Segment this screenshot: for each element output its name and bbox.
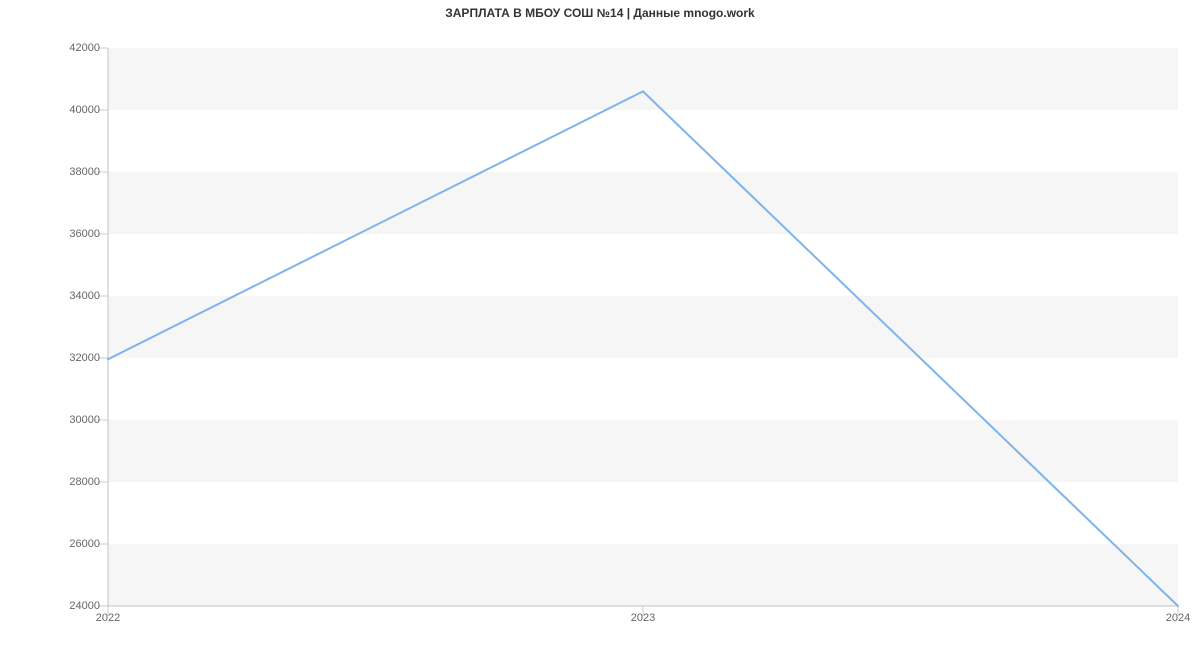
x-axis-tick-label: 2022 xyxy=(96,606,120,624)
series-line-salary xyxy=(108,91,1178,606)
y-axis-tick-label: 32000 xyxy=(69,352,108,364)
x-axis-tick-label: 2024 xyxy=(1166,606,1190,624)
y-axis-tick-label: 30000 xyxy=(69,414,108,426)
y-axis-tick-label: 40000 xyxy=(69,104,108,116)
y-axis-tick-label: 42000 xyxy=(69,42,108,54)
y-axis-tick-label: 34000 xyxy=(69,290,108,302)
series-layer xyxy=(108,48,1178,606)
y-axis-tick-label: 28000 xyxy=(69,476,108,488)
chart-title: ЗАРПЛАТА В МБОУ СОШ №14 | Данные mnogo.w… xyxy=(0,6,1200,20)
y-axis-tick-label: 26000 xyxy=(69,538,108,550)
plot-area: 2400026000280003000032000340003600038000… xyxy=(108,48,1178,606)
y-axis-tick-label: 38000 xyxy=(69,166,108,178)
chart-container: ЗАРПЛАТА В МБОУ СОШ №14 | Данные mnogo.w… xyxy=(0,0,1200,650)
x-axis-tick-label: 2023 xyxy=(631,606,655,624)
y-axis-tick-label: 36000 xyxy=(69,228,108,240)
